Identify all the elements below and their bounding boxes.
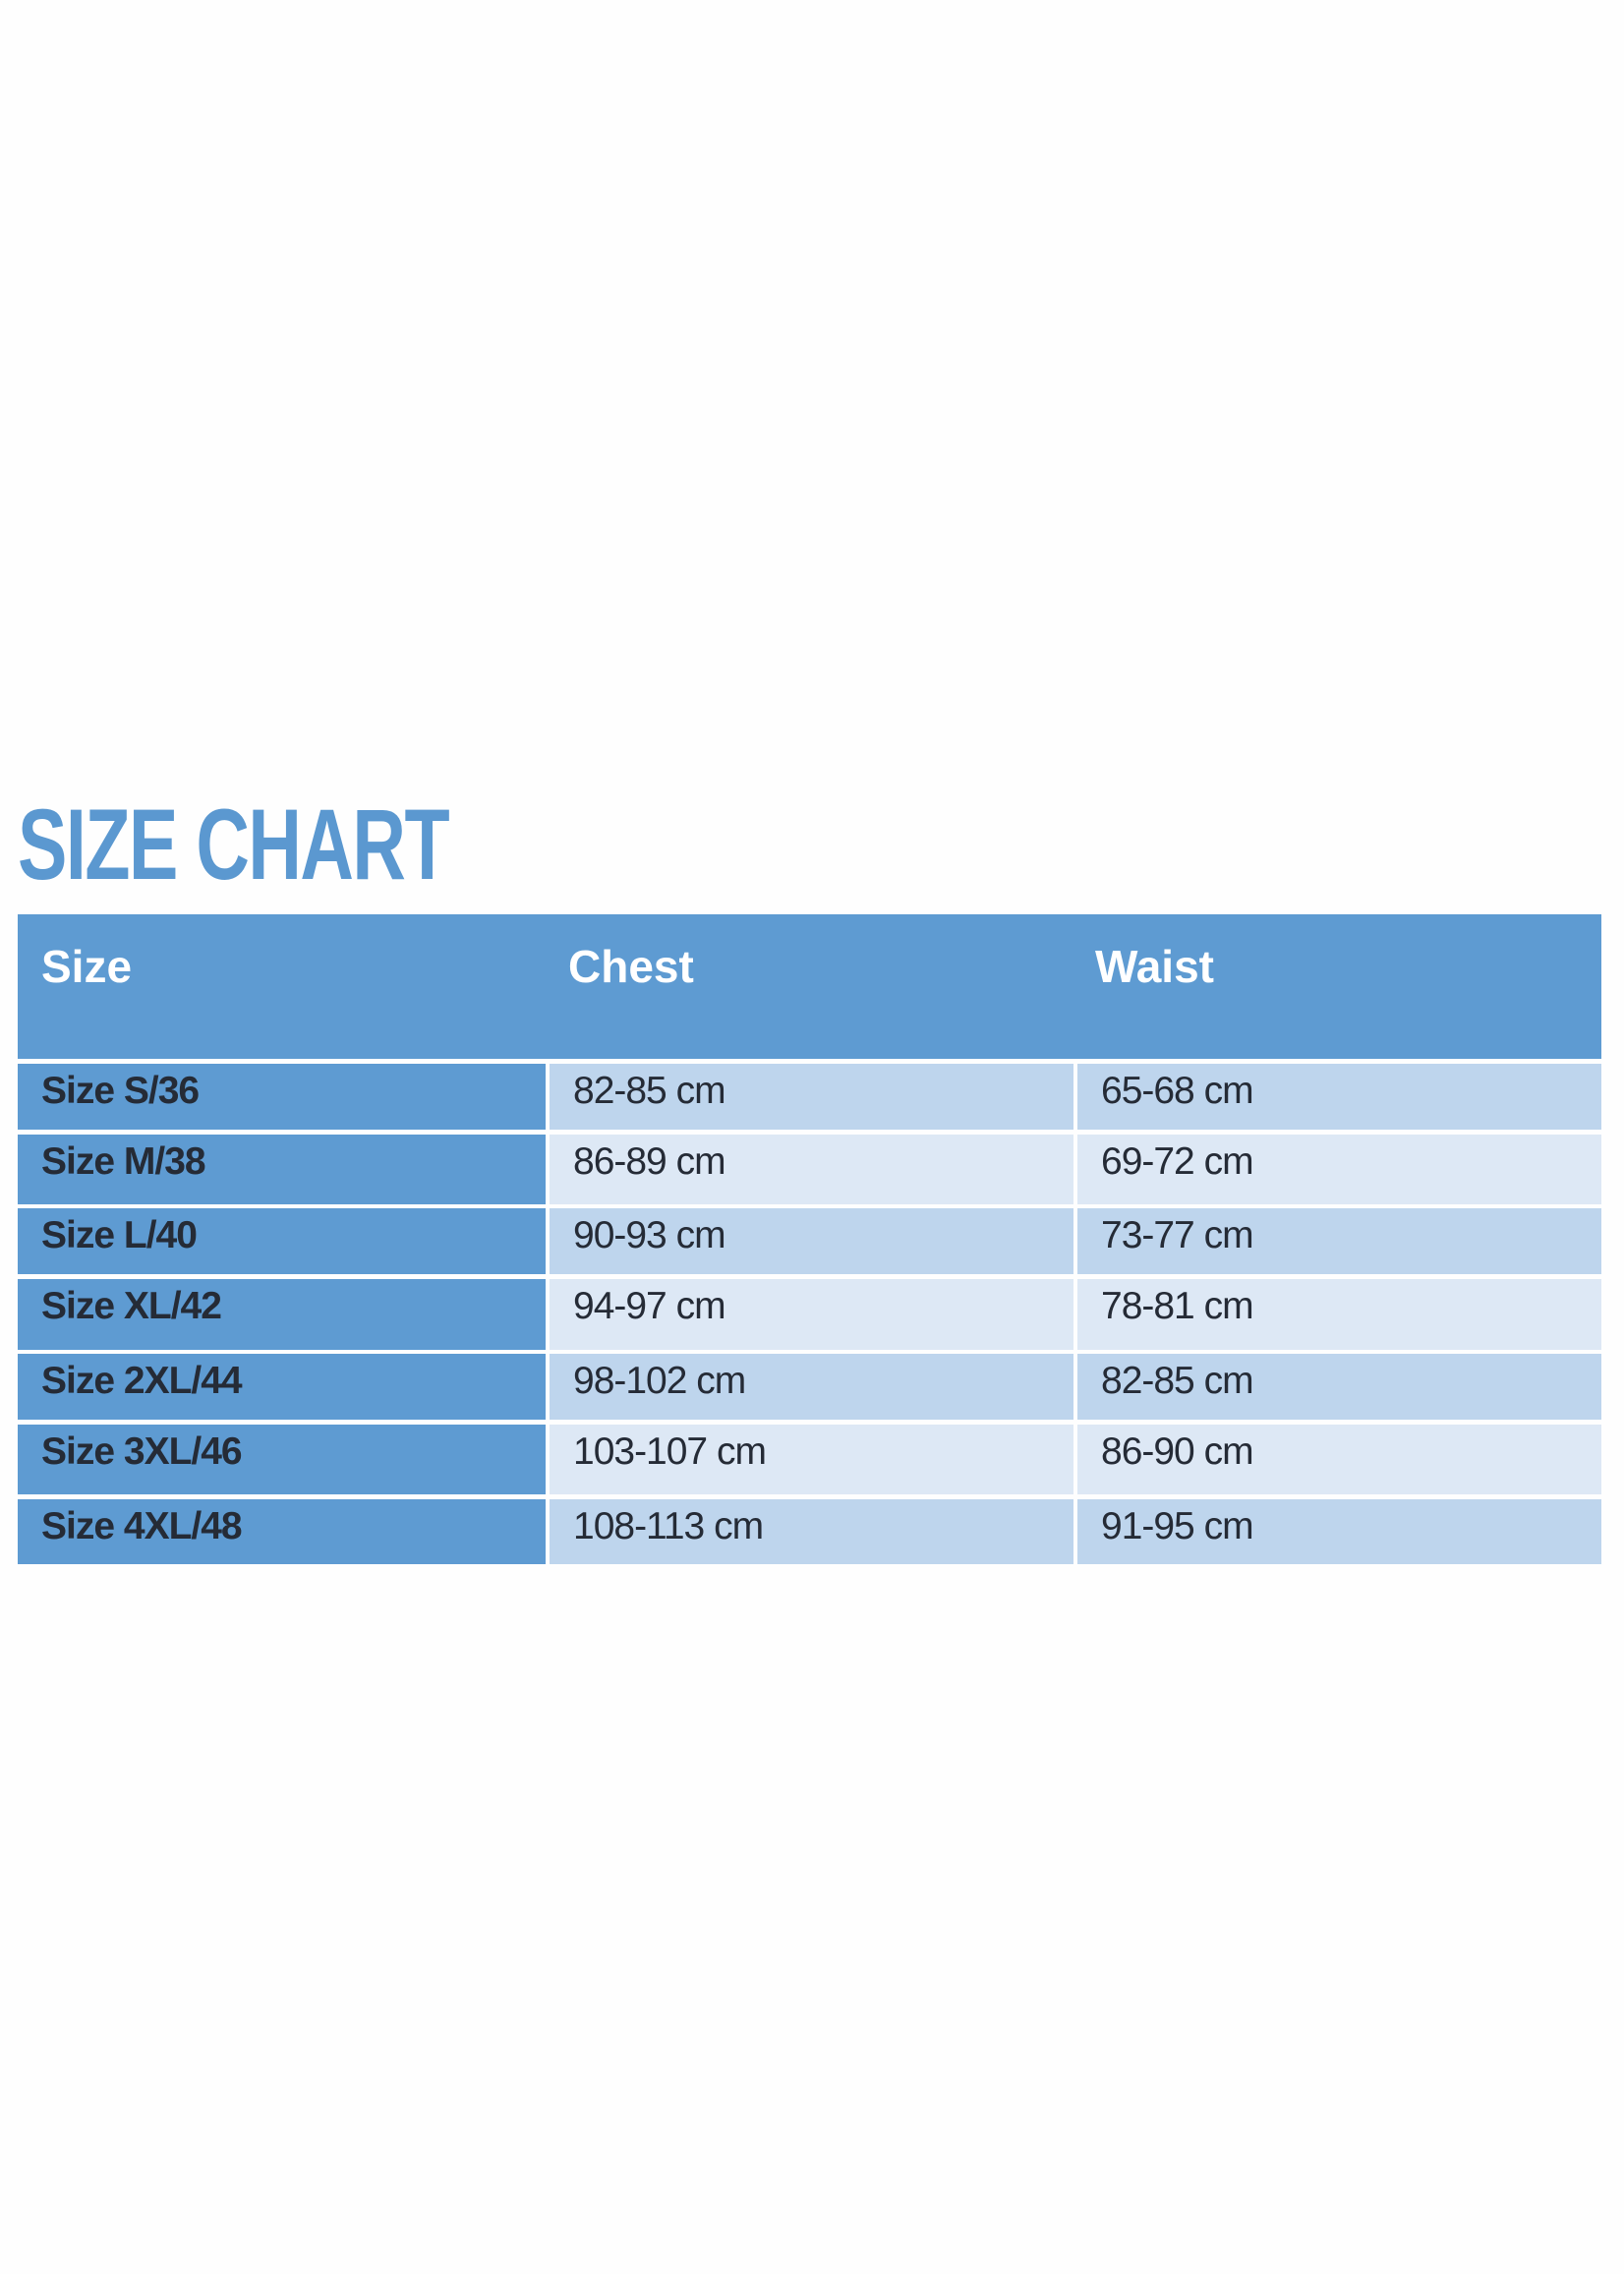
size-cell: Size S/36 bbox=[18, 1064, 546, 1130]
table-header: Size Chest Waist bbox=[18, 914, 1601, 1059]
header-waist: Waist bbox=[1095, 941, 1214, 992]
waist-cell: 65-68 cm bbox=[1077, 1064, 1601, 1130]
chest-cell-text: 94-97 cm bbox=[573, 1285, 726, 1327]
chest-cell-text: 108-113 cm bbox=[573, 1505, 764, 1547]
chest-cell: 94-97 cm bbox=[550, 1279, 1073, 1350]
waist-cell: 69-72 cm bbox=[1077, 1135, 1601, 1204]
chest-cell: 90-93 cm bbox=[550, 1208, 1073, 1274]
waist-cell-text: 91-95 cm bbox=[1101, 1505, 1254, 1547]
chest-cell: 86-89 cm bbox=[550, 1135, 1073, 1204]
size-cell-text: Size M/38 bbox=[41, 1140, 206, 1183]
waist-cell: 73-77 cm bbox=[1077, 1208, 1601, 1274]
chest-cell-text: 98-102 cm bbox=[573, 1360, 746, 1402]
chest-cell-text: 86-89 cm bbox=[573, 1140, 726, 1183]
chest-cell: 98-102 cm bbox=[550, 1354, 1073, 1420]
size-cell-text: Size L/40 bbox=[41, 1214, 198, 1256]
waist-cell-text: 73-77 cm bbox=[1101, 1214, 1254, 1256]
chest-cell-text: 103-107 cm bbox=[573, 1430, 767, 1473]
waist-cell: 91-95 cm bbox=[1077, 1499, 1601, 1564]
waist-cell-text: 69-72 cm bbox=[1101, 1140, 1254, 1183]
table-row: Size 4XL/48 108-113 cm 91-95 cm bbox=[18, 1499, 1601, 1564]
size-cell: Size 4XL/48 bbox=[18, 1499, 546, 1564]
waist-cell-text: 65-68 cm bbox=[1101, 1070, 1254, 1112]
size-chart-table: Size Chest Waist Size S/36 82-85 cm 65-68 … bbox=[18, 914, 1601, 1564]
table-row: Size L/40 90-93 cm 73-77 cm bbox=[18, 1208, 1601, 1274]
waist-cell: 82-85 cm bbox=[1077, 1354, 1601, 1420]
waist-cell-text: 82-85 cm bbox=[1101, 1360, 1254, 1402]
size-cell: Size 2XL/44 bbox=[18, 1354, 546, 1420]
size-cell: Size M/38 bbox=[18, 1135, 546, 1204]
table-row: Size 3XL/46 103-107 cm 86-90 cm bbox=[18, 1425, 1601, 1494]
size-cell: Size XL/42 bbox=[18, 1279, 546, 1350]
size-cell-text: Size 3XL/46 bbox=[41, 1430, 243, 1473]
size-cell-text: Size 4XL/48 bbox=[41, 1505, 243, 1547]
size-cell-text: Size 2XL/44 bbox=[41, 1360, 243, 1402]
table-row: Size 2XL/44 98-102 cm 82-85 cm bbox=[18, 1354, 1601, 1420]
table-row: Size S/36 82-85 cm 65-68 cm bbox=[18, 1064, 1601, 1130]
chest-cell-text: 82-85 cm bbox=[573, 1070, 726, 1112]
page-title: SIZE CHART bbox=[18, 788, 450, 901]
header-size: Size bbox=[41, 941, 133, 992]
table-row: Size XL/42 94-97 cm 78-81 cm bbox=[18, 1279, 1601, 1350]
waist-cell: 78-81 cm bbox=[1077, 1279, 1601, 1350]
chest-cell: 108-113 cm bbox=[550, 1499, 1073, 1564]
table-row: Size M/38 86-89 cm 69-72 cm bbox=[18, 1135, 1601, 1204]
size-cell-text: Size XL/42 bbox=[41, 1285, 222, 1327]
waist-cell: 86-90 cm bbox=[1077, 1425, 1601, 1494]
chest-cell-text: 90-93 cm bbox=[573, 1214, 726, 1256]
chest-cell: 103-107 cm bbox=[550, 1425, 1073, 1494]
size-cell: Size L/40 bbox=[18, 1208, 546, 1274]
waist-cell-text: 78-81 cm bbox=[1101, 1285, 1254, 1327]
waist-cell-text: 86-90 cm bbox=[1101, 1430, 1254, 1473]
size-cell-text: Size S/36 bbox=[41, 1070, 200, 1112]
size-cell: Size 3XL/46 bbox=[18, 1425, 546, 1494]
chest-cell: 82-85 cm bbox=[550, 1064, 1073, 1130]
header-chest: Chest bbox=[568, 941, 694, 992]
